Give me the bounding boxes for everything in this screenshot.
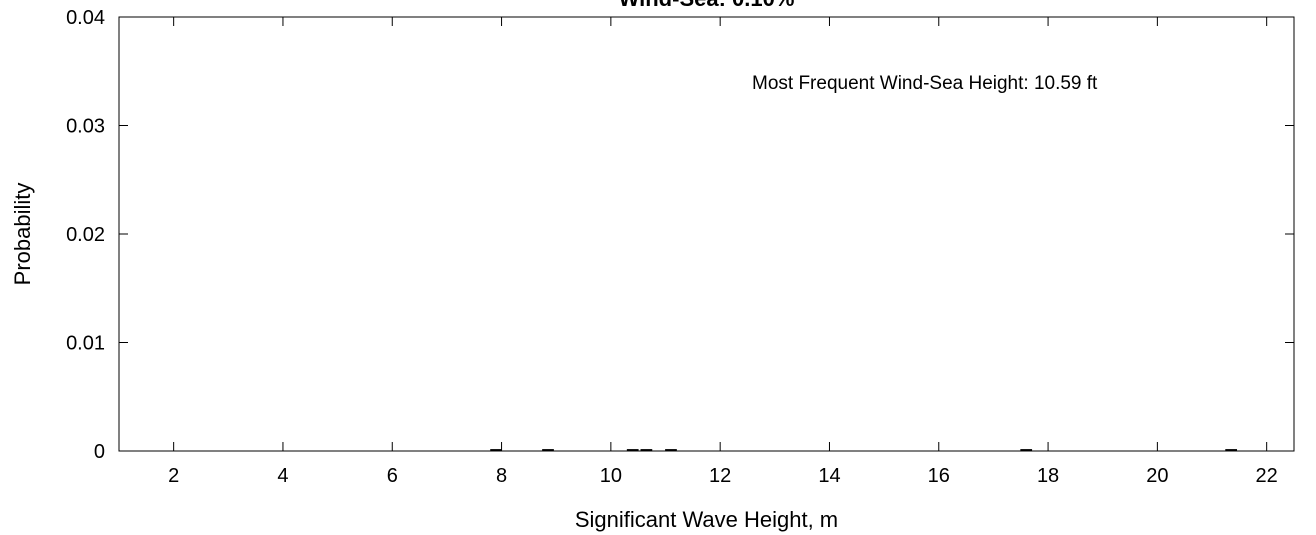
bar [640, 449, 653, 452]
x-tick-label: 20 [1146, 465, 1168, 487]
annotation-most-frequent: Most Frequent Wind-Sea Height: 10.59 ft [752, 73, 1098, 94]
x-tick-label: 16 [928, 465, 950, 487]
y-tick-label: 0.01 [66, 333, 105, 355]
plot-area [118, 16, 1295, 452]
plot-frame [118, 16, 1295, 452]
bars-group [490, 449, 1238, 452]
x-axis-label: Significant Wave Height, m [575, 507, 838, 532]
y-tick-label: 0.03 [66, 116, 105, 138]
bar [665, 449, 677, 452]
x-tick-label: 12 [709, 465, 731, 487]
x-tick-label: 14 [818, 465, 840, 487]
y-tick-label: 0 [94, 441, 105, 463]
bar [542, 449, 554, 452]
y-axis-label: Probability [10, 183, 35, 286]
chart-title: Wind-Sea: 0.10% [619, 0, 795, 11]
x-tick-label: 2 [168, 465, 179, 487]
x-tick-label: 18 [1037, 465, 1059, 487]
y-axis-ticks: 0 0.01 0.02 0.03 0.04 [66, 7, 1294, 463]
bar [626, 449, 639, 452]
x-tick-label: 4 [277, 465, 288, 487]
y-tick-label: 0.02 [66, 224, 105, 246]
x-tick-label: 8 [496, 465, 507, 487]
y-tick-label: 0.04 [66, 7, 105, 29]
x-tick-label: 10 [600, 465, 622, 487]
x-tick-label: 22 [1256, 465, 1278, 487]
bar [1020, 449, 1033, 452]
bar [1225, 449, 1238, 452]
bar [490, 449, 502, 452]
x-tick-label: 6 [387, 465, 398, 487]
x-axis-ticks: 2 4 6 8 10 12 14 16 18 20 22 [168, 17, 1278, 487]
